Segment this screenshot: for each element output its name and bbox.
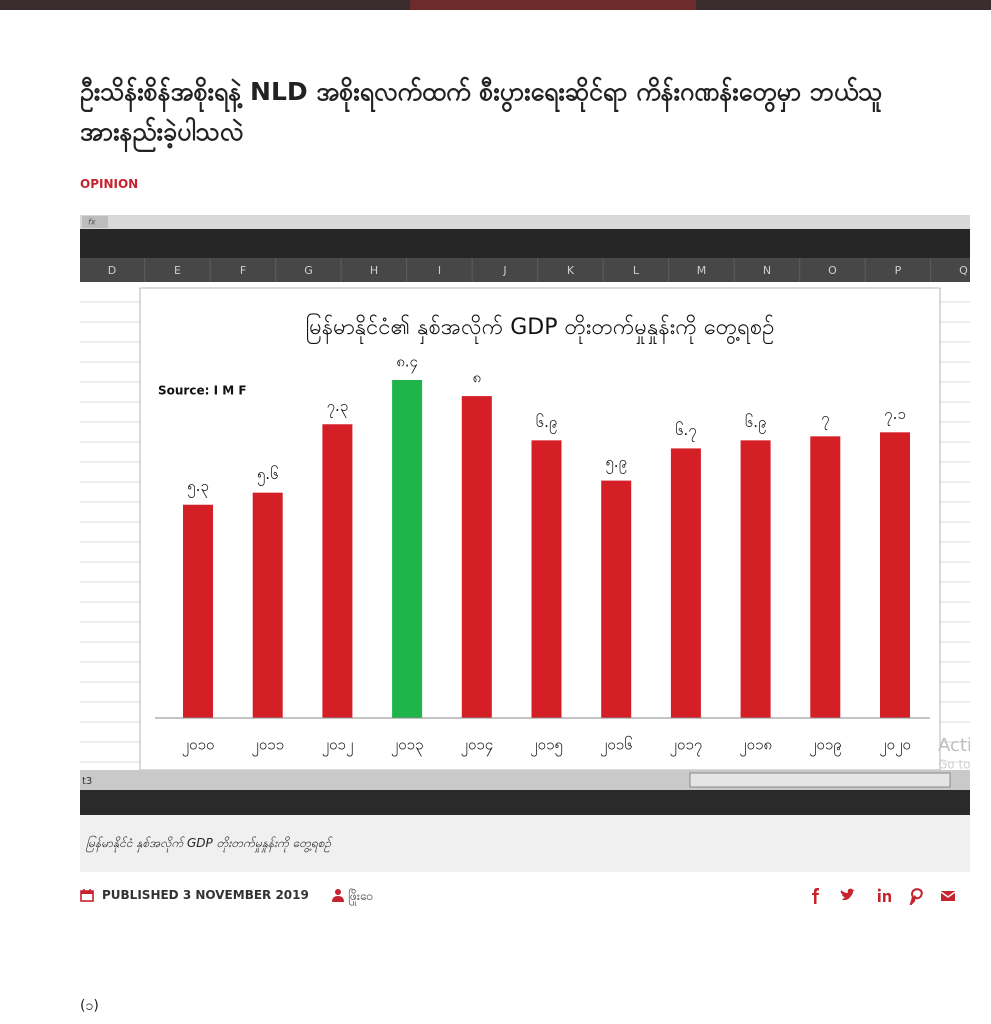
column-letter: H xyxy=(370,264,378,277)
value-label: ၆.၉ xyxy=(536,413,558,434)
author-icon xyxy=(332,889,344,902)
scrollbar xyxy=(689,772,951,788)
formula-label: fx xyxy=(88,218,96,227)
watermark: Go to xyxy=(938,758,970,772)
column-letter: Q xyxy=(959,264,968,277)
column-header xyxy=(80,258,970,282)
column-letter: F xyxy=(240,264,246,277)
pinterest-icon[interactable] xyxy=(909,888,923,905)
value-label: ၅.၆ xyxy=(257,465,279,486)
value-label: ၆.၉ xyxy=(745,413,767,434)
column-letter: L xyxy=(633,264,640,277)
bar xyxy=(461,396,492,718)
column-letter: P xyxy=(895,264,902,277)
bar xyxy=(183,504,213,718)
value-label: ၆.၇ xyxy=(675,421,697,442)
nav-tab[interactable] xyxy=(410,0,696,10)
published-date: PUBLISHED 3 NOVEMBER 2019 xyxy=(102,888,309,902)
x-tick-label: ၂၀၁၉ xyxy=(809,736,842,757)
formula-bar xyxy=(80,215,970,229)
value-label: ၇ xyxy=(821,409,829,430)
column-letter: G xyxy=(304,264,313,277)
facebook-icon[interactable] xyxy=(812,888,819,904)
chart-source: Source: I M F xyxy=(158,384,247,398)
x-tick-label: ၂၀၁၇ xyxy=(670,736,703,757)
column-letter: K xyxy=(567,264,575,277)
bar xyxy=(252,492,283,718)
bar xyxy=(322,424,353,718)
meta: PUBLISHED 3 NOVEMBER 2019 ဖြိုးဝေ xyxy=(80,886,970,906)
email-icon[interactable] xyxy=(940,891,956,901)
bar xyxy=(880,432,910,718)
column-letter: M xyxy=(697,264,707,277)
column-letter: E xyxy=(174,264,181,277)
caption: မြန်မာနိုင်ငံ နှစ်အလိုက် GDP တိုးတက်မှုန… xyxy=(86,836,332,850)
author[interactable]: ဖြိုးဝေ xyxy=(348,889,374,903)
chart-title: မြန်မာနိုင်ငံ၏ နှစ်အလိုက် GDP တိုးတက်မှု… xyxy=(306,313,775,345)
toolbar xyxy=(80,229,970,258)
value-label: ၇.၁ xyxy=(884,405,906,426)
bar xyxy=(740,440,771,718)
sheet-tab: t3 xyxy=(82,776,92,787)
value-label: ၇.၃ xyxy=(327,397,349,418)
category[interactable]: OPINION xyxy=(80,177,139,191)
watermark: Acti xyxy=(938,735,970,756)
body-paragraph: (၁) xyxy=(80,998,99,1014)
bar xyxy=(392,380,423,718)
x-tick-label: ၂၀၁၂ xyxy=(322,736,354,757)
calendar-icon xyxy=(80,889,94,902)
bar xyxy=(601,480,632,718)
twitter-icon[interactable] xyxy=(840,888,855,901)
x-tick-label: ၂၀၁၈ xyxy=(739,736,772,757)
nav-bar xyxy=(0,0,991,10)
bar xyxy=(670,448,701,718)
column-letter: J xyxy=(502,264,506,277)
article-title: ဦးသိန်းစိန်အစိုးရနဲ့ NLD အစိုးရလက်ထက် စီ… xyxy=(80,77,883,146)
x-tick-label: ၂၀၁၁ xyxy=(251,736,284,757)
share-icons xyxy=(812,888,956,905)
x-tick-label: ၂၀၁၀ xyxy=(182,736,215,757)
bar xyxy=(810,436,841,718)
x-tick-label: ၂၀၁၆ xyxy=(600,736,633,757)
figure-image: fx D E F G H I J K L M N O P Qt3 Acti Go to မြန်မာနိုင်ငံ… xyxy=(80,215,970,815)
linkedin-icon[interactable] xyxy=(877,888,891,903)
column-letter: I xyxy=(438,264,441,277)
formula-cell xyxy=(82,216,108,228)
value-label: ၈.၄ xyxy=(396,353,418,374)
column-letter: D xyxy=(108,264,116,277)
status-bar xyxy=(80,790,970,815)
x-tick-label: ၂၀၁၄ xyxy=(460,736,493,757)
x-tick-label: ၂၀၁၅ xyxy=(530,736,563,757)
value-label: ၈ xyxy=(473,369,482,387)
bar xyxy=(531,440,562,718)
value-label: ၅.၃ xyxy=(187,477,209,498)
x-tick-label: ၂၀၂၀ xyxy=(879,736,911,757)
column-letter: N xyxy=(763,264,771,277)
x-tick-label: ၂၀၁၃ xyxy=(391,736,424,757)
value-label: ၅.၉ xyxy=(605,453,627,474)
caption-box: မြန်မာနိုင်ငံ နှစ်အလိုက် GDP တိုးတက်မှုန… xyxy=(80,815,970,872)
column-letter: O xyxy=(828,264,837,277)
